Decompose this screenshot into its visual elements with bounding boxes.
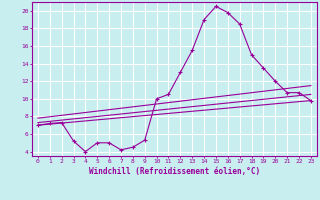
X-axis label: Windchill (Refroidissement éolien,°C): Windchill (Refroidissement éolien,°C) xyxy=(89,167,260,176)
